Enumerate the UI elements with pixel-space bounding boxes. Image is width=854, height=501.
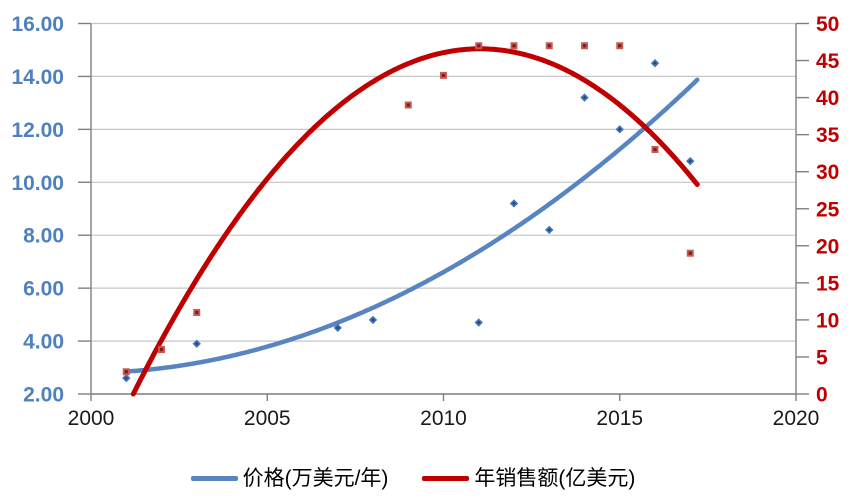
right-axis-tick-label: 35 bbox=[816, 124, 840, 147]
x-axis-tick-label: 2015 bbox=[596, 407, 643, 430]
scatter-point-core-series-1 bbox=[441, 73, 446, 77]
right-axis-tick-label: 15 bbox=[816, 272, 840, 295]
left-axis-tick-label: 12.00 bbox=[11, 119, 64, 142]
x-axis-tick-label: 2005 bbox=[244, 407, 291, 430]
scatter-point-core-series-1 bbox=[547, 44, 551, 48]
right-axis-tick-label: 0 bbox=[816, 384, 828, 407]
scatter-point-core-series-0 bbox=[371, 318, 375, 322]
legend-label-price: 价格(万美元/年) bbox=[242, 466, 389, 490]
trendline-series-0 bbox=[124, 77, 700, 374]
left-axis-tick-label: 8.00 bbox=[23, 225, 64, 248]
scatter-point-core-series-0 bbox=[476, 320, 481, 325]
scatter-point-core-series-0 bbox=[335, 326, 340, 330]
sales-line-swatch bbox=[422, 475, 470, 481]
x-axis-tick-label: 2020 bbox=[773, 407, 820, 430]
scatter-point-core-series-0 bbox=[194, 341, 199, 346]
scatter-point-core-series-1 bbox=[582, 44, 587, 48]
left-axis-tick-label: 16.00 bbox=[11, 13, 64, 36]
right-axis-tick-label: 5 bbox=[816, 346, 828, 369]
left-axis-tick-label: 10.00 bbox=[11, 172, 64, 195]
right-axis-tick-label: 20 bbox=[816, 235, 839, 258]
scatter-point-core-series-0 bbox=[653, 61, 657, 65]
trendline-series-1 bbox=[130, 46, 700, 397]
x-axis-tick-label: 2000 bbox=[68, 407, 115, 430]
scatter-point-core-series-0 bbox=[617, 127, 622, 132]
scatter-point-core-series-1 bbox=[512, 44, 516, 48]
right-axis-tick-label: 25 bbox=[816, 198, 840, 221]
scatter-point-core-series-1 bbox=[195, 310, 199, 315]
scatter-point-core-series-1 bbox=[618, 44, 622, 48]
x-axis-tick-label: 2010 bbox=[420, 407, 467, 430]
legend-label-sales: 年销售额(亿美元) bbox=[474, 466, 636, 490]
right-axis-tick-label: 45 bbox=[816, 50, 840, 73]
left-axis-tick-label: 6.00 bbox=[23, 278, 64, 301]
right-axis-tick-label: 40 bbox=[816, 87, 839, 110]
scatter-point-core-series-0 bbox=[124, 376, 129, 380]
scatter-point-core-series-0 bbox=[512, 201, 516, 206]
scatter-point-core-series-0 bbox=[547, 228, 552, 232]
left-axis-tick-label: 4.00 bbox=[23, 331, 64, 354]
right-axis-tick-label: 50 bbox=[816, 13, 839, 36]
price-line-swatch bbox=[190, 475, 238, 481]
scatter-point-core-series-1 bbox=[159, 347, 164, 352]
left-axis-tick-label: 14.00 bbox=[11, 66, 64, 89]
scatter-point-core-series-1 bbox=[688, 251, 692, 255]
scatter-point-core-series-1 bbox=[406, 103, 410, 107]
scatter-point-core-series-1 bbox=[477, 44, 481, 48]
right-axis-tick-label: 30 bbox=[816, 161, 839, 184]
left-axis-tick-label: 2.00 bbox=[23, 384, 64, 407]
right-axis-tick-label: 10 bbox=[816, 309, 839, 332]
scatter-point-core-series-0 bbox=[582, 95, 587, 100]
scatter-point-core-series-1 bbox=[653, 147, 657, 152]
scatter-point-core-series-0 bbox=[688, 159, 693, 163]
legend-item-price: 价格(万美元/年) bbox=[190, 466, 389, 490]
scatter-point-core-series-1 bbox=[124, 370, 128, 374]
legend-item-sales: 年销售额(亿美元) bbox=[422, 468, 635, 489]
chart-legend: 价格(万美元/年) 年销售额(亿美元) bbox=[0, 460, 840, 496]
